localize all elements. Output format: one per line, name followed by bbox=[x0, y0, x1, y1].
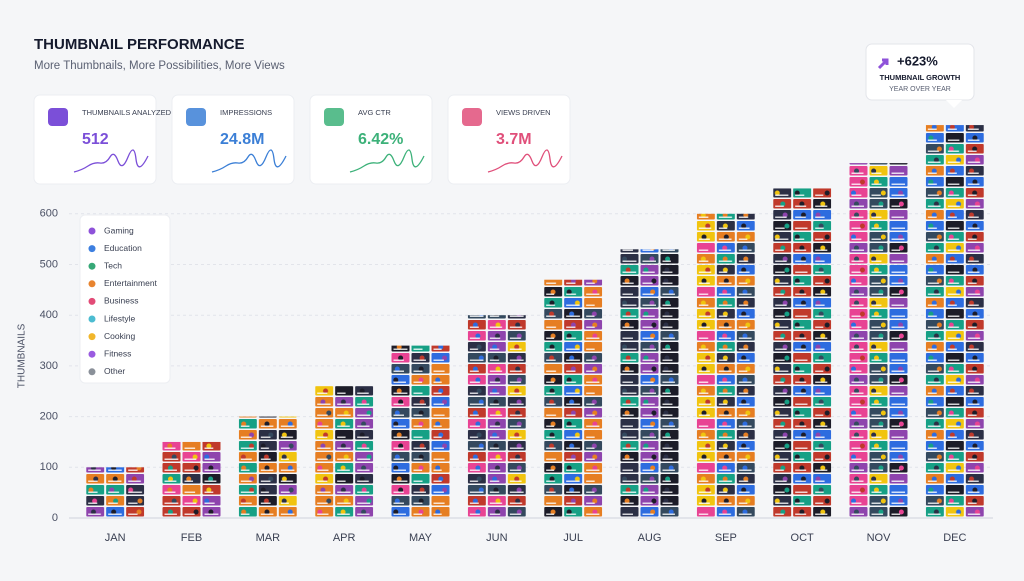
x-tick-label: AUG bbox=[638, 532, 662, 544]
sparkline bbox=[73, 149, 149, 173]
bar bbox=[162, 441, 221, 518]
card-label: IMPRESSIONS bbox=[220, 108, 272, 117]
legend-label: Business bbox=[104, 296, 139, 306]
legend-swatch bbox=[88, 245, 96, 253]
x-tick-label: JUL bbox=[563, 532, 583, 544]
legend-swatch bbox=[88, 227, 96, 235]
card-value: 6.42% bbox=[358, 131, 403, 148]
legend-swatch bbox=[88, 368, 96, 376]
legend-swatch bbox=[88, 350, 96, 358]
card-label: THUMBNAILS ANALYZED bbox=[82, 108, 172, 117]
x-tick-label: OCT bbox=[791, 532, 815, 544]
card-label: VIEWS DRIVEN bbox=[496, 108, 551, 117]
y-axis-label: THUMBNAILS bbox=[17, 323, 28, 388]
legend-label: Lifestyle bbox=[104, 313, 135, 323]
subtitle: More Thumbnails, More Possibilities, Mor… bbox=[34, 60, 285, 72]
bar bbox=[696, 213, 755, 519]
sparkline bbox=[211, 149, 287, 173]
card-value: 512 bbox=[82, 131, 109, 148]
card-label: AVG CTR bbox=[358, 108, 391, 117]
sparkline bbox=[487, 149, 563, 173]
bar bbox=[849, 163, 908, 518]
bar bbox=[391, 345, 450, 518]
bar bbox=[86, 467, 145, 518]
callout-line2: YEAR OVER YEAR bbox=[889, 86, 951, 93]
callout-pointer bbox=[946, 100, 962, 108]
plot: THUMBNAILS 0 100 200 300 400 500 600 JAN FEB MAR AP… bbox=[17, 125, 993, 544]
bar bbox=[544, 279, 603, 518]
legend: Gaming Education Tech Entertainment Business… bbox=[79, 214, 171, 384]
y-tick-label: 0 bbox=[52, 512, 58, 524]
legend-label: Cooking bbox=[104, 331, 135, 341]
card-value: 3.7M bbox=[496, 131, 532, 148]
card-icon bbox=[48, 108, 68, 126]
callout-value: +623% bbox=[897, 53, 938, 68]
callout-icon bbox=[877, 58, 889, 70]
y-tick-label: 300 bbox=[40, 360, 58, 372]
y-tick-label: 400 bbox=[40, 309, 58, 321]
callout: +623% THUMBNAIL GROWTH YEAR OVER YEAR bbox=[865, 43, 975, 108]
legend-swatch bbox=[88, 333, 96, 341]
legend-swatch bbox=[88, 315, 96, 323]
x-tick-label: MAY bbox=[409, 532, 433, 544]
sparkline bbox=[349, 149, 425, 173]
legend-label: Gaming bbox=[104, 225, 134, 235]
card-icon bbox=[186, 108, 206, 126]
bar bbox=[315, 386, 374, 518]
legend-label: Entertainment bbox=[104, 278, 158, 288]
card-icon bbox=[462, 108, 482, 126]
y-tick-label: 100 bbox=[40, 461, 58, 473]
callout-line1: THUMBNAIL GROWTH bbox=[880, 73, 961, 82]
x-tick-label: JAN bbox=[105, 532, 126, 544]
bar bbox=[773, 188, 832, 518]
x-tick-label: JUN bbox=[486, 532, 507, 544]
x-tick-label: MAR bbox=[256, 532, 281, 544]
legend-swatch bbox=[88, 280, 96, 288]
bar bbox=[238, 416, 297, 518]
bar bbox=[467, 315, 526, 518]
y-tick-label: 500 bbox=[40, 258, 58, 270]
x-tick-label: DEC bbox=[943, 532, 966, 544]
card-icon bbox=[324, 108, 344, 126]
x-tick-label: FEB bbox=[181, 532, 202, 544]
y-tick-label: 200 bbox=[40, 411, 58, 423]
legend-swatch bbox=[88, 262, 96, 270]
legend-box bbox=[79, 214, 171, 384]
bar bbox=[925, 125, 984, 518]
legend-label: Other bbox=[104, 366, 125, 376]
x-tick-label: SEP bbox=[715, 532, 737, 544]
legend-label: Tech bbox=[104, 260, 122, 270]
x-tick-label: NOV bbox=[867, 532, 892, 544]
card-value: 24.8M bbox=[220, 131, 264, 148]
legend-label: Fitness bbox=[104, 348, 131, 358]
y-tick-label: 600 bbox=[40, 208, 58, 220]
legend-swatch bbox=[88, 297, 96, 305]
callout-box bbox=[865, 43, 975, 101]
bar bbox=[620, 249, 679, 519]
x-tick-label: APR bbox=[333, 532, 356, 544]
title: THUMBNAIL PERFORMANCE bbox=[34, 36, 245, 53]
cards: THUMBNAILS ANALYZED 512 IMPRESSIONS 24.8M AV… bbox=[33, 94, 571, 185]
legend-label: Education bbox=[104, 243, 142, 253]
